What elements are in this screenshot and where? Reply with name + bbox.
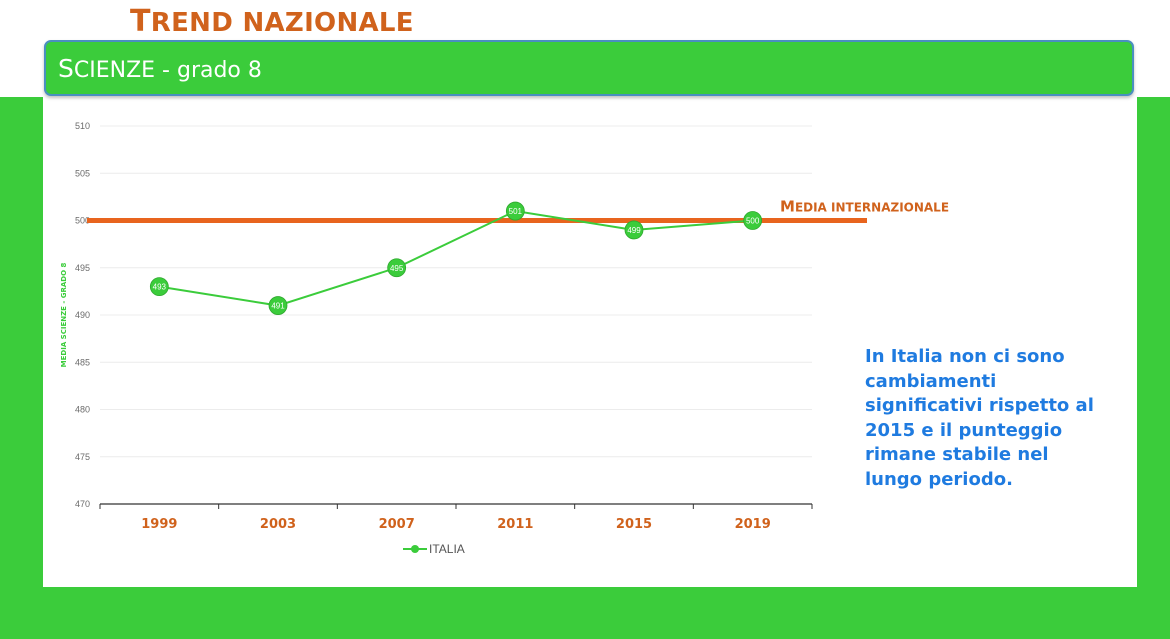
series-line bbox=[159, 210, 753, 307]
data-point bbox=[505, 201, 525, 221]
data-label: 493 bbox=[153, 283, 167, 292]
series-group: 493 491 495 501 499 500 bbox=[149, 201, 763, 315]
x-tick-label: 2015 bbox=[616, 517, 652, 532]
legend: ITALIA bbox=[403, 542, 465, 556]
x-axis: 1999 2003 2007 2011 2015 2019 bbox=[99, 503, 813, 532]
data-label: 491 bbox=[271, 302, 285, 311]
data-point bbox=[624, 220, 644, 240]
x-tick-label: 2007 bbox=[379, 517, 415, 532]
x-tick-label: 2011 bbox=[497, 517, 533, 532]
x-tick-label: 1999 bbox=[141, 517, 177, 532]
y-tick-label: 475 bbox=[75, 452, 90, 462]
y-tick-label: 510 bbox=[75, 121, 90, 131]
legend-label: ITALIA bbox=[429, 542, 465, 556]
y-tick-label: 500 bbox=[75, 216, 90, 226]
y-tick-label: 470 bbox=[75, 499, 90, 509]
subject-bar: SCIENZE - grado 8 bbox=[44, 40, 1134, 96]
data-label: 495 bbox=[390, 264, 404, 273]
y-tick-labels: 470 475 480 485 490 495 500 505 510 bbox=[75, 121, 90, 509]
grid-lines bbox=[100, 125, 812, 458]
reference-line-label: MEDIA INTERNAZIONALE bbox=[780, 198, 949, 216]
note-text: In Italia non ci sono cambiamenti signif… bbox=[865, 346, 1094, 490]
y-tick-label: 485 bbox=[75, 357, 90, 367]
legend-marker bbox=[411, 545, 419, 553]
x-tick-label: 2019 bbox=[735, 517, 771, 532]
subject-label: SCIENZE - grado 8 bbox=[58, 54, 262, 83]
data-label: 501 bbox=[509, 207, 523, 216]
y-tick-label: 495 bbox=[75, 263, 90, 273]
data-label: 500 bbox=[746, 217, 760, 226]
reference-line-group: MEDIA INTERNAZIONALE bbox=[87, 198, 949, 223]
y-tick-label: 480 bbox=[75, 405, 90, 415]
y-tick-label: 505 bbox=[75, 168, 90, 178]
data-point bbox=[743, 211, 763, 230]
data-point bbox=[268, 296, 288, 315]
chart-panel bbox=[43, 97, 1137, 587]
data-point bbox=[387, 258, 407, 278]
data-label: 499 bbox=[627, 226, 641, 235]
line-chart: 470 475 480 485 490 495 500 505 510 1999 2003 2007… bbox=[60, 121, 949, 556]
data-point bbox=[149, 277, 169, 297]
x-tick-label: 2003 bbox=[260, 517, 296, 532]
y-axis-label: MEDIA SCIENZE - GRADO 8 bbox=[60, 263, 68, 368]
slide-title: TREND NAZIONALE bbox=[130, 4, 414, 39]
y-tick-label: 490 bbox=[75, 310, 90, 320]
